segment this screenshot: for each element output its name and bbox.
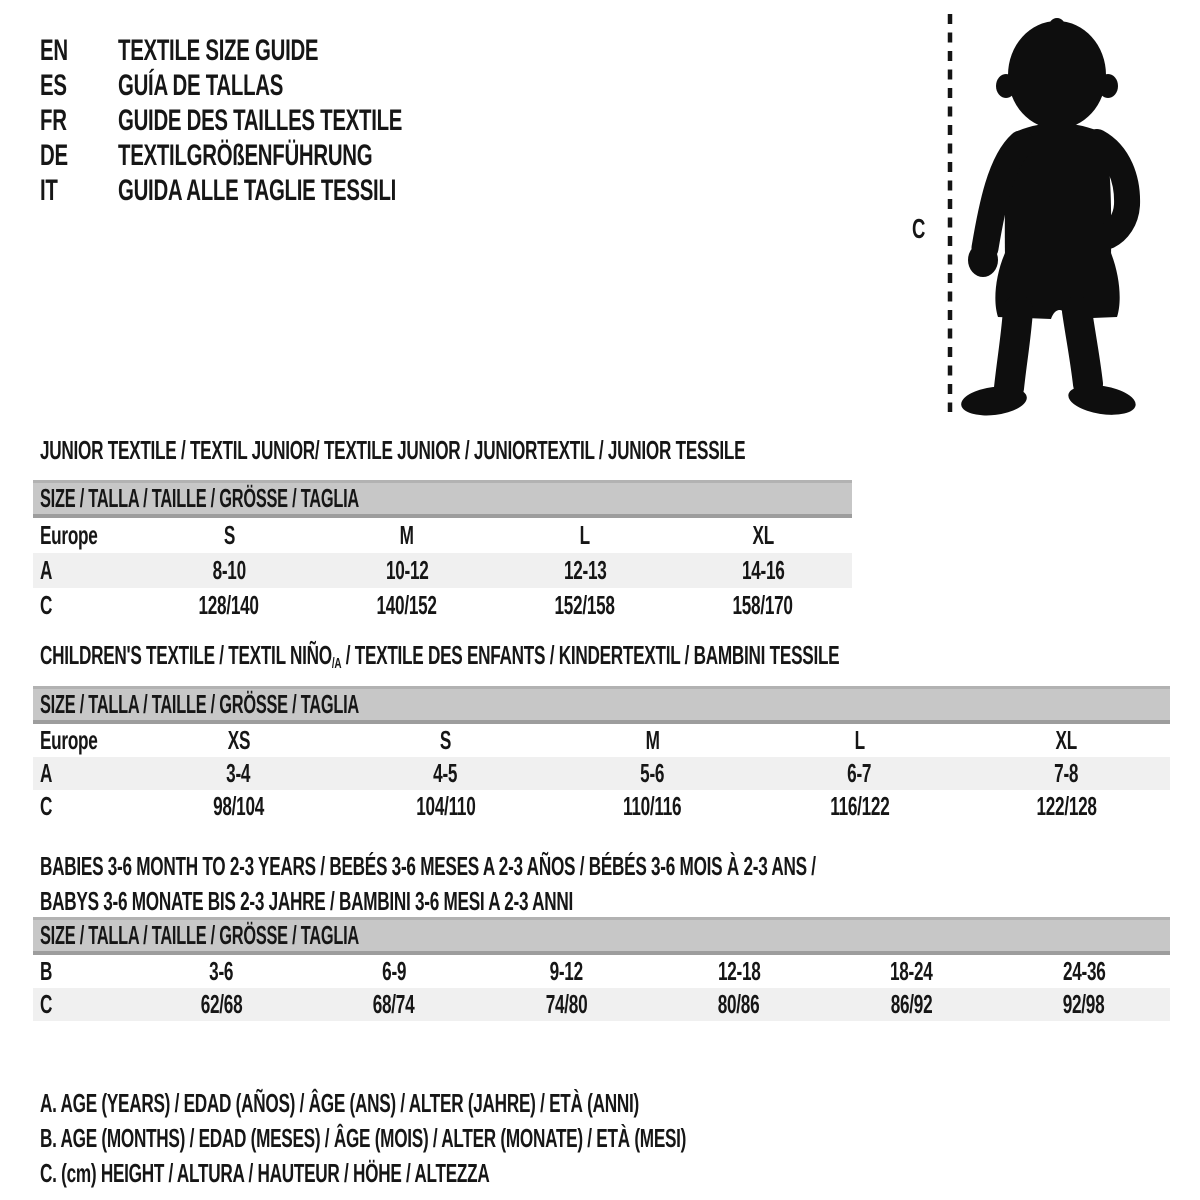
height-range-value: 140/152 — [376, 590, 438, 620]
size-header-bar: SIZE / TALLA / TAILLE / GRÖSSE / TAGLIA — [33, 480, 852, 518]
age-range-value: 5-6 — [640, 758, 665, 788]
age-months-value: 12-18 — [717, 956, 761, 986]
babies-size-table: SIZE / TALLA / TAILLE / GRÖSSE / TAGLIA … — [33, 917, 1170, 1021]
age-range-value: 3-4 — [226, 758, 251, 788]
children-size-table: SIZE / TALLA / TAILLE / GRÖSSE / TAGLIA … — [33, 686, 1170, 823]
height-range-value: 122/128 — [1036, 791, 1097, 821]
age-range-value: 10-12 — [385, 555, 429, 585]
language-code: DE — [40, 139, 68, 172]
legend-line-b: B. AGE (MONTHS) / EDAD (MESES) / ÂGE (MO… — [40, 1123, 687, 1153]
height-range-value: 86/92 — [890, 989, 933, 1019]
nino-a-subscript: /A — [331, 655, 342, 673]
age-range-value: 12-13 — [563, 555, 607, 585]
row-label-europe: Europe — [40, 520, 98, 550]
age-months-value: 18-24 — [889, 956, 933, 986]
language-code: FR — [40, 104, 67, 137]
height-range-value: 128/140 — [198, 590, 260, 620]
size-value: XS — [227, 725, 250, 755]
size-header-label: SIZE / TALLA / TAILLE / GRÖSSE / TAGLIA — [40, 689, 359, 719]
height-range-value: 68/74 — [372, 989, 415, 1019]
language-row-fr: FR GUIDE DES TAILLES TEXTILE — [40, 103, 536, 138]
guide-title-it: GUIDA ALLE TAGLIE TESSILI — [118, 174, 397, 207]
row-label-c: C — [40, 791, 53, 821]
babies-title-line2: BABYS 3-6 MONATE BIS 2-3 JAHRE / BAMBINI… — [40, 886, 574, 916]
row-label-a: A — [40, 555, 53, 585]
guide-title-en: TEXTILE SIZE GUIDE — [118, 34, 319, 67]
language-code: IT — [40, 174, 58, 207]
children-section-title: CHILDREN'S TEXTILE / TEXTIL NIÑO/A / TEX… — [40, 640, 840, 673]
height-range-value: 104/110 — [415, 791, 476, 821]
guide-title-es: GUÍA DE TALLAS — [118, 69, 284, 102]
baby-silhouette-icon — [947, 14, 1141, 416]
height-range-value: 110/116 — [623, 791, 682, 821]
age-range-value: 8-10 — [212, 555, 246, 585]
language-code: ES — [40, 69, 67, 102]
junior-size-table: SIZE / TALLA / TAILLE / GRÖSSE / TAGLIA … — [33, 480, 852, 623]
age-range-value: 4-5 — [433, 758, 458, 788]
guide-title-de: TEXTILGRÖßENFÜHRUNG — [118, 139, 373, 172]
row-label-c: C — [40, 590, 53, 620]
height-range-value: 152/158 — [554, 590, 616, 620]
size-value: L — [854, 725, 865, 755]
height-cm-row: C 98/104 104/110 110/116 116/122 122/128 — [33, 790, 1170, 823]
height-range-value: 158/170 — [732, 590, 794, 620]
height-range-value: 62/68 — [200, 989, 243, 1019]
size-value: M — [645, 725, 660, 755]
size-value: S — [223, 520, 235, 550]
age-months-value: 9-12 — [549, 956, 584, 986]
size-header-label: SIZE / TALLA / TAILLE / GRÖSSE / TAGLIA — [40, 483, 359, 513]
baby-figure — [905, 8, 1165, 423]
size-header-label: SIZE / TALLA / TAILLE / GRÖSSE / TAGLIA — [40, 920, 359, 950]
age-range-value: 7-8 — [1054, 758, 1079, 788]
height-range-value: 116/122 — [829, 791, 890, 821]
age-years-row: A 3-4 4-5 5-6 6-7 7-8 — [33, 757, 1170, 790]
height-measure-label: C — [912, 213, 926, 244]
size-value: L — [579, 520, 591, 550]
babies-title-line1: BABIES 3-6 MONTH TO 2-3 YEARS / BEBÉS 3-… — [40, 851, 816, 881]
height-range-value: 74/80 — [545, 989, 588, 1019]
size-value: XL — [752, 520, 774, 550]
age-months-row: B 3-6 6-9 9-12 12-18 18-24 24-36 — [33, 955, 1170, 988]
height-cm-row: C 62/68 68/74 74/80 80/86 86/92 92/98 — [33, 988, 1170, 1021]
language-code: EN — [40, 34, 68, 67]
age-months-value: 6-9 — [381, 956, 406, 986]
row-label-b: B — [40, 956, 53, 986]
language-row-it: IT GUIDA ALLE TAGLIE TESSILI — [40, 173, 536, 208]
age-range-value: 6-7 — [847, 758, 872, 788]
height-range-value: 80/86 — [717, 989, 760, 1019]
age-range-value: 14-16 — [741, 555, 785, 585]
height-cm-row: C 128/140 140/152 152/158 158/170 — [33, 588, 852, 623]
size-header-bar: SIZE / TALLA / TAILLE / GRÖSSE / TAGLIA — [33, 686, 1170, 724]
guide-title-fr: GUIDE DES TAILLES TEXTILE — [118, 104, 403, 137]
measure-legend: A. AGE (YEARS) / EDAD (AÑOS) / ÂGE (ANS)… — [40, 1086, 1019, 1191]
age-months-value: 24-36 — [1062, 956, 1106, 986]
language-row-en: EN TEXTILE SIZE GUIDE — [40, 33, 536, 68]
height-range-value: 98/104 — [213, 791, 264, 821]
legend-line-a: A. AGE (YEARS) / EDAD (AÑOS) / ÂGE (ANS)… — [40, 1088, 639, 1118]
row-label-a: A — [40, 758, 53, 788]
row-label-europe: Europe — [40, 725, 98, 755]
europe-sizes-row: Europe S M L XL — [33, 518, 852, 553]
row-label-c: C — [40, 989, 53, 1019]
age-months-value: 3-6 — [209, 956, 234, 986]
size-value: XL — [1055, 725, 1078, 755]
size-header-bar: SIZE / TALLA / TAILLE / GRÖSSE / TAGLIA — [33, 917, 1170, 955]
language-row-de: DE TEXTILGRÖßENFÜHRUNG — [40, 138, 536, 173]
size-value: M — [399, 520, 415, 550]
babies-section-title: BABIES 3-6 MONTH TO 2-3 YEARS / BEBÉS 3-… — [40, 849, 1200, 919]
age-years-row: A 8-10 10-12 12-13 14-16 — [33, 553, 852, 588]
size-value: S — [439, 725, 452, 755]
language-title-list: EN TEXTILE SIZE GUIDE ES GUÍA DE TALLAS … — [40, 33, 536, 208]
height-range-value: 92/98 — [1062, 989, 1105, 1019]
language-row-es: ES GUÍA DE TALLAS — [40, 68, 536, 103]
europe-sizes-row: Europe XS S M L XL — [33, 724, 1170, 757]
legend-line-c: C. (cm) HEIGHT / ALTURA / HAUTEUR / HÖHE… — [40, 1158, 490, 1188]
junior-section-title: JUNIOR TEXTILE / TEXTIL JUNIOR/ TEXTILE … — [40, 435, 746, 465]
